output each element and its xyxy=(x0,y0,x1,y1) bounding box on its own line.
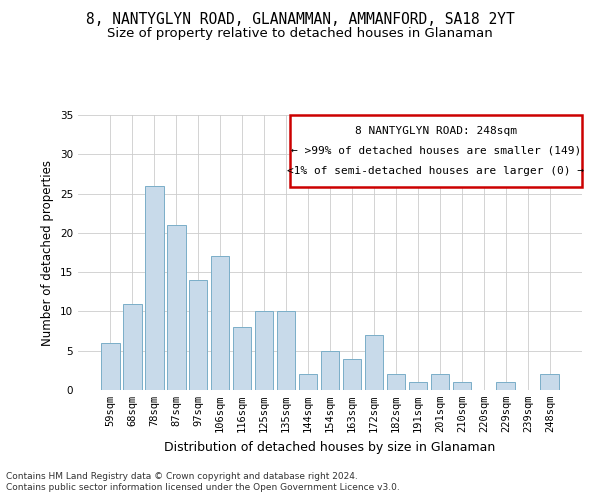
Bar xyxy=(365,335,383,390)
Bar xyxy=(541,374,559,390)
Bar xyxy=(343,358,361,390)
Bar xyxy=(431,374,449,390)
Text: ← >99% of detached houses are smaller (149): ← >99% of detached houses are smaller (1… xyxy=(291,146,581,156)
FancyBboxPatch shape xyxy=(290,115,582,186)
Text: 8 NANTYGLYN ROAD: 248sqm: 8 NANTYGLYN ROAD: 248sqm xyxy=(355,126,517,136)
Bar xyxy=(145,186,164,390)
Bar xyxy=(189,280,208,390)
Text: 8, NANTYGLYN ROAD, GLANAMMAN, AMMANFORD, SA18 2YT: 8, NANTYGLYN ROAD, GLANAMMAN, AMMANFORD,… xyxy=(86,12,514,28)
Bar xyxy=(299,374,317,390)
Text: Contains HM Land Registry data © Crown copyright and database right 2024.: Contains HM Land Registry data © Crown c… xyxy=(6,472,358,481)
Bar xyxy=(277,312,295,390)
Text: <1% of semi-detached houses are larger (0) →: <1% of semi-detached houses are larger (… xyxy=(287,166,584,176)
Text: Size of property relative to detached houses in Glanaman: Size of property relative to detached ho… xyxy=(107,28,493,40)
Bar xyxy=(386,374,405,390)
Bar xyxy=(167,225,185,390)
Bar xyxy=(123,304,142,390)
Bar xyxy=(496,382,515,390)
Bar xyxy=(409,382,427,390)
Text: Contains public sector information licensed under the Open Government Licence v3: Contains public sector information licen… xyxy=(6,484,400,492)
Bar xyxy=(211,256,229,390)
Y-axis label: Number of detached properties: Number of detached properties xyxy=(41,160,55,346)
Bar xyxy=(452,382,471,390)
Bar xyxy=(320,350,340,390)
X-axis label: Distribution of detached houses by size in Glanaman: Distribution of detached houses by size … xyxy=(164,440,496,454)
Bar xyxy=(233,327,251,390)
Bar xyxy=(101,343,119,390)
Bar xyxy=(255,312,274,390)
